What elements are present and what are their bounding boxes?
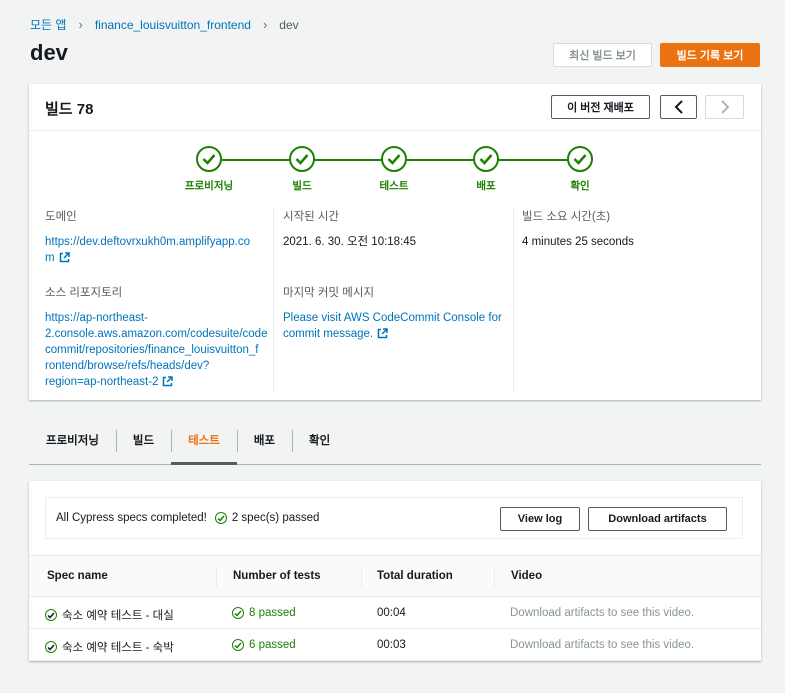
info-column-start: 시작된 시간 2021. 6. 30. 오전 10:18:45 마지막 커밋 메… xyxy=(283,208,513,342)
domain-link[interactable]: https://dev.deftovrxukh0m.amplifyapp.co … xyxy=(45,236,250,264)
summary-message: All Cypress specs completed! xyxy=(56,512,207,524)
chevron-right-icon xyxy=(720,100,729,114)
spec-table: Spec name Number of tests Total duration… xyxy=(29,555,761,661)
domain-label: 도메인 xyxy=(45,211,77,223)
table-header: Spec name Number of tests Total duration… xyxy=(29,555,761,597)
check-circle-icon xyxy=(232,607,244,619)
build-stepper: 프로비저닝 빌드 테스트 배포 확인 xyxy=(29,144,761,194)
check-circle-icon xyxy=(45,609,57,621)
info-column-domain: 도메인 https://dev.deftovrxukh0m.amplifyapp… xyxy=(45,208,275,390)
external-link-icon xyxy=(377,328,388,339)
step-test: 테스트 xyxy=(354,146,434,193)
table-row: 숙소 예약 테스트 - 숙박 6 passed 00:03 Download a… xyxy=(29,629,761,661)
check-circle-icon xyxy=(381,146,407,172)
spec-name: 숙소 예약 테스트 - 숙박 xyxy=(62,642,174,654)
download-artifacts-button[interactable]: Download artifacts xyxy=(588,507,727,531)
external-link-icon xyxy=(59,252,70,263)
table-row: 숙소 예약 테스트 - 대실 8 passed 00:04 Download a… xyxy=(29,597,761,629)
column-header-spec[interactable]: Spec name xyxy=(47,570,108,582)
spec-name: 숙소 예약 테스트 - 대실 xyxy=(62,610,174,622)
check-circle-icon xyxy=(214,512,227,524)
commit-label: 마지막 커밋 메시지 xyxy=(283,287,375,299)
duration-label: 빌드 소요 시간(초) xyxy=(522,211,611,223)
step-provisioning: 프로비저닝 xyxy=(169,146,249,193)
step-label: 빌드 xyxy=(292,180,312,192)
build-panel-header: 빌드 78 이 버전 재배포 xyxy=(29,84,761,131)
column-divider xyxy=(513,208,514,391)
tab-build[interactable]: 빌드 xyxy=(115,427,171,453)
test-results-panel: All Cypress specs completed! 2 spec(s) p… xyxy=(29,481,761,661)
check-circle-icon xyxy=(473,146,499,172)
check-circle-icon xyxy=(567,146,593,172)
tests-passed: 8 passed xyxy=(249,607,296,619)
breadcrumb-app[interactable]: finance_louisvuitton_frontend xyxy=(94,17,251,32)
repo-link[interactable]: https://ap-northeast- 2.console.aws.amaz… xyxy=(45,312,268,388)
tests-passed: 6 passed xyxy=(249,639,296,651)
previous-build-button[interactable] xyxy=(660,95,697,119)
column-header-tests[interactable]: Number of tests xyxy=(233,570,321,582)
step-verify: 확인 xyxy=(540,146,620,193)
chevron-right-icon: › xyxy=(78,17,83,32)
next-build-button[interactable] xyxy=(705,95,744,119)
breadcrumb-current: dev xyxy=(279,17,299,32)
column-header-duration[interactable]: Total duration xyxy=(377,570,453,582)
breadcrumb-all-apps[interactable]: 모든 앱 xyxy=(30,18,67,32)
spec-duration: 00:03 xyxy=(377,639,406,651)
check-circle-icon xyxy=(289,146,315,172)
chevron-left-icon xyxy=(674,100,683,114)
build-phase-tabs: 프로비저닝 빌드 테스트 배포 확인 xyxy=(29,427,761,465)
check-circle-icon xyxy=(196,146,222,172)
video-note: Download artifacts to see this video. xyxy=(510,607,695,619)
tab-deploy[interactable]: 배포 xyxy=(236,427,292,453)
redeploy-version-button[interactable]: 이 버전 재배포 xyxy=(551,95,650,119)
started-value: 2021. 6. 30. 오전 10:18:45 xyxy=(283,236,417,248)
chevron-right-icon: › xyxy=(262,17,268,32)
step-label: 배포 xyxy=(476,180,496,192)
video-note: Download artifacts to see this video. xyxy=(510,639,695,651)
view-log-button[interactable]: View log xyxy=(500,507,580,531)
page-title: dev xyxy=(30,40,68,65)
tab-test[interactable]: 테스트 xyxy=(171,427,237,465)
tab-provisioning[interactable]: 프로비저닝 xyxy=(46,435,99,447)
test-summary: All Cypress specs completed! 2 spec(s) p… xyxy=(45,497,743,539)
step-build: 빌드 xyxy=(262,146,342,193)
step-deploy: 배포 xyxy=(446,146,526,193)
duration-value: 4 minutes 25 seconds xyxy=(522,236,634,248)
repo-label: 소스 리포지토리 xyxy=(45,287,123,299)
external-link-icon xyxy=(163,376,174,387)
step-label: 프로비저닝 xyxy=(184,180,234,192)
step-label: 확인 xyxy=(570,180,590,192)
tab-verify[interactable]: 확인 xyxy=(292,427,347,453)
breadcrumb: 모든 앱 › finance_louisvuitton_frontend › d… xyxy=(30,16,299,33)
column-divider xyxy=(273,208,274,391)
specs-passed-count: 2 spec(s) passed xyxy=(231,512,320,524)
view-latest-build-button[interactable]: 최신 빌드 보기 xyxy=(553,43,652,67)
check-circle-icon xyxy=(45,641,57,653)
started-label: 시작된 시간 xyxy=(283,211,340,223)
check-circle-icon xyxy=(232,639,244,651)
build-title: 빌드 78 xyxy=(45,101,94,118)
spec-duration: 00:04 xyxy=(377,607,406,619)
info-column-duration: 빌드 소요 시간(초) 4 minutes 25 seconds xyxy=(522,208,752,250)
step-label: 테스트 xyxy=(379,180,409,192)
commit-link[interactable]: Please visit AWS CodeCommit Console for … xyxy=(283,312,502,340)
column-header-video[interactable]: Video xyxy=(511,570,543,582)
view-build-history-button[interactable]: 빌드 기록 보기 xyxy=(660,43,760,67)
build-panel: 빌드 78 이 버전 재배포 프로비저닝 빌드 테스트 배포 확인 xyxy=(29,84,761,400)
